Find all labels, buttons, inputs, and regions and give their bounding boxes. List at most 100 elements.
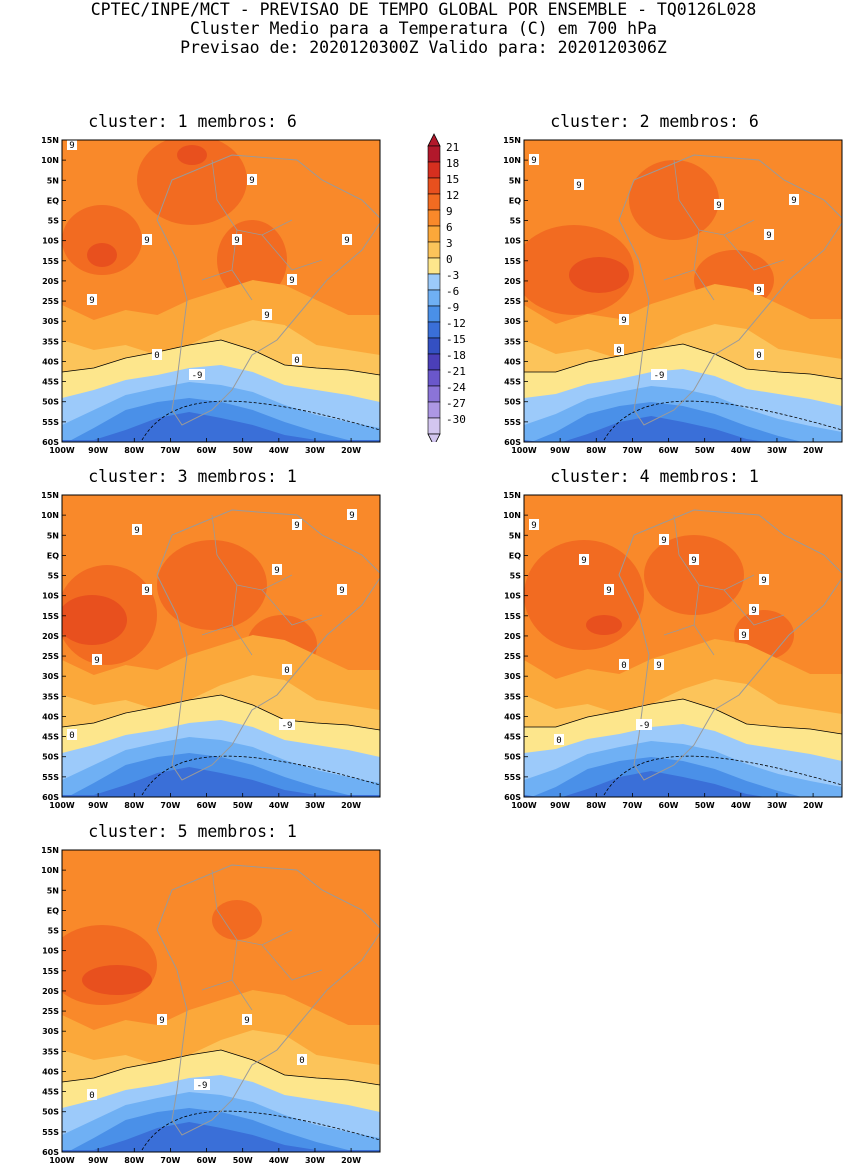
lat-tick-label: 55S	[504, 418, 521, 427]
lat-tick-label: 5N	[47, 886, 59, 895]
lat-tick-label: 40S	[504, 357, 521, 366]
contour-label: 0	[614, 344, 624, 356]
lon-tick-label: 20W	[341, 1156, 361, 1165]
colorbar-label: -6	[446, 285, 459, 298]
contour-label: 9	[754, 284, 764, 296]
contour-label: 0	[292, 354, 302, 366]
lat-tick-label: 25S	[42, 297, 59, 306]
svg-text:9: 9	[761, 576, 766, 586]
contour-label: 9	[262, 309, 272, 321]
svg-text:0: 0	[154, 351, 159, 361]
contour-label: 9	[529, 519, 539, 531]
colorbar-label: 0	[446, 253, 453, 266]
colorbar-label: 21	[446, 141, 459, 154]
lat-tick-label: 45S	[504, 733, 521, 742]
svg-text:9: 9	[766, 231, 771, 241]
lat-tick-label: 15N	[41, 491, 59, 500]
contour-label: -9	[189, 369, 205, 381]
lat-tick-label: 45S	[504, 378, 521, 387]
lat-tick-label: 20S	[504, 632, 521, 641]
colorbar-label: -15	[446, 333, 466, 346]
lon-tick-label: 70W	[160, 1156, 180, 1165]
colorbar-swatch	[427, 257, 441, 275]
lat-tick-label: 40S	[42, 1067, 59, 1076]
lat-tick-label: 35S	[504, 692, 521, 701]
lon-tick-label: 50W	[695, 446, 715, 455]
colorbar-label: 3	[446, 237, 453, 250]
header-line-3: Previsao de: 2020120300Z Valido para: 20…	[180, 38, 667, 57]
contour-label: 9	[574, 179, 584, 191]
svg-text:9: 9	[274, 566, 279, 576]
lon-tick-label: 80W	[586, 446, 606, 455]
hot-region	[82, 965, 152, 995]
cluster-4-map: 9 9 9 9 9 9 9 9 9 0 0 -9 15N 10N 5N EQ 5S 10S 15S 20S 25S 30S…	[462, 489, 847, 811]
hot-region	[569, 257, 629, 293]
colorbar-swatch	[427, 273, 441, 291]
lon-tick-label: 90W	[88, 801, 108, 810]
svg-text:9: 9	[621, 316, 626, 326]
lat-tick-label: 55S	[42, 773, 59, 782]
contour-label: 9	[764, 229, 774, 241]
svg-text:9: 9	[661, 536, 666, 546]
lon-tick-label: 100W	[511, 446, 537, 455]
svg-text:9: 9	[751, 606, 756, 616]
colorbar-swatch	[427, 193, 441, 211]
svg-text:9: 9	[756, 286, 761, 296]
lon-tick-label: 50W	[233, 446, 253, 455]
lat-tick-label: 5N	[509, 531, 521, 540]
colorbar-swatch	[427, 321, 441, 339]
lat-tick-label: 5N	[47, 531, 59, 540]
lat-tick-label: 5N	[509, 176, 521, 185]
lat-tick-label: 30S	[42, 1027, 59, 1036]
lon-tick-label: 50W	[233, 801, 253, 810]
svg-text:0: 0	[616, 346, 621, 356]
lat-tick-label: 60S	[42, 793, 59, 802]
svg-text:9: 9	[144, 236, 149, 246]
warm-region	[629, 160, 719, 240]
contour-label: 9	[232, 234, 242, 246]
temperature-band	[62, 412, 380, 442]
lat-tick-label: 60S	[504, 793, 521, 802]
lon-tick-label: 60W	[659, 446, 679, 455]
svg-text:9: 9	[264, 311, 269, 321]
lat-tick-label: 10N	[41, 156, 59, 165]
lat-tick-label: 35S	[42, 692, 59, 701]
lat-tick-label: 50S	[42, 398, 59, 407]
lat-tick-label: 25S	[42, 652, 59, 661]
lat-tick-label: 15N	[503, 491, 521, 500]
contour-label: 9	[157, 1014, 167, 1026]
contour-label: 9	[347, 509, 357, 521]
lon-tick-label: 40W	[269, 801, 289, 810]
contour-label: 9	[739, 629, 749, 641]
colorbar-swatch	[427, 401, 441, 419]
colorbar-swatch	[427, 337, 441, 355]
contour-label: 9	[132, 524, 142, 536]
hot-region	[87, 243, 117, 267]
colorbar-label: 18	[446, 157, 459, 170]
lon-tick-label: 40W	[731, 801, 751, 810]
contour-label: 9	[659, 534, 669, 546]
lat-tick-label: 50S	[42, 753, 59, 762]
colorbar-label: -9	[446, 301, 459, 314]
lon-tick-label: 80W	[124, 446, 144, 455]
contour-label: 0	[297, 1054, 307, 1066]
colorbar-label: 9	[446, 205, 453, 218]
lat-tick-label: 50S	[42, 1108, 59, 1117]
lon-tick-label: 70W	[622, 801, 642, 810]
colorbar-label: -12	[446, 317, 466, 330]
colorbar-label: 6	[446, 221, 453, 234]
svg-text:9: 9	[716, 201, 721, 211]
lon-tick-label: 20W	[341, 801, 361, 810]
svg-text:9: 9	[606, 586, 611, 596]
svg-text:9: 9	[144, 586, 149, 596]
colorbar-swatch	[427, 225, 441, 243]
lon-tick-label: 70W	[622, 446, 642, 455]
svg-text:9: 9	[134, 526, 139, 536]
colorbar-swatch	[427, 289, 441, 307]
header-line-2: Cluster Medio para a Temperatura (C) em …	[190, 19, 657, 38]
svg-text:0: 0	[89, 1091, 94, 1101]
colorbar-swatch	[427, 209, 441, 227]
colorbar-svg: 21 18 15 12 9 6 3 0 -3 -6 -9 -12 -15 -18 -21 -24 -27 -30	[427, 133, 466, 447]
svg-text:0: 0	[621, 661, 626, 671]
cluster-1-title: cluster: 1 membros: 6	[88, 112, 297, 131]
